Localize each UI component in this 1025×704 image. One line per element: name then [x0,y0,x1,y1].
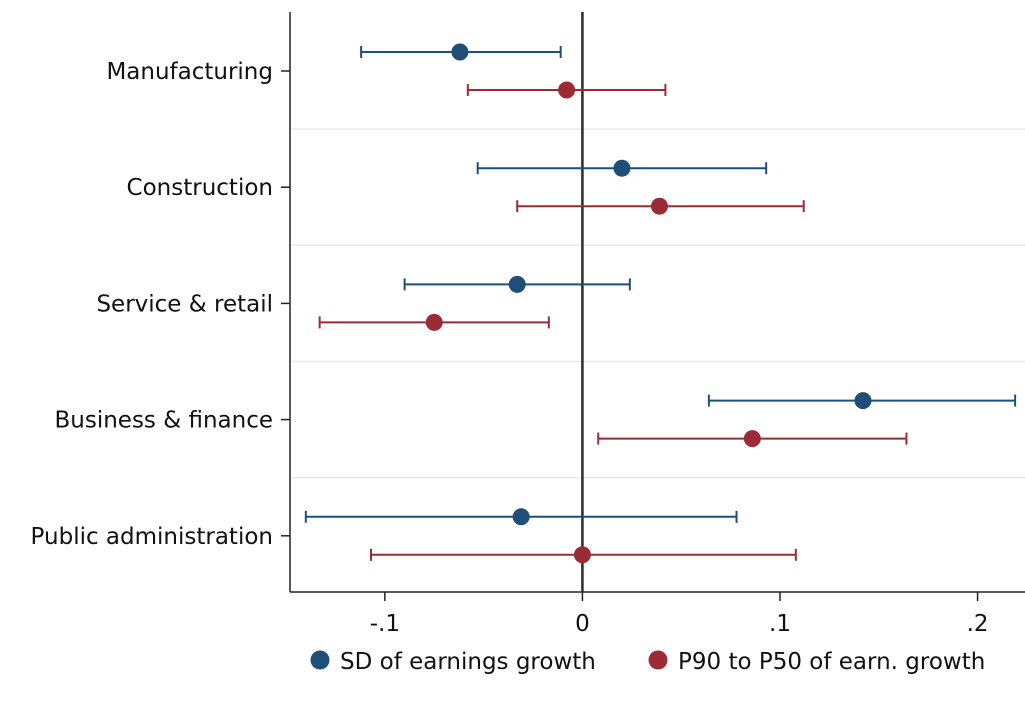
error-bars [304,43,1017,564]
legend: SD of earnings growth P90 to P50 of earn.… [310,649,985,675]
legend-label: P90 to P50 of earn. growth [678,649,985,675]
category-label: Public administration [31,524,273,550]
point-estimate [854,392,872,410]
x-tick-label: -.1 [370,611,400,637]
x-tick-label: 0 [575,611,590,637]
category-label: Manufacturing [106,59,273,85]
grid-lines [290,128,1025,479]
category-label: Service & retail [96,291,273,317]
category-labels: Manufacturing Construction Service & retai… [31,59,273,550]
category-label: Business & finance [54,408,273,434]
axes [281,12,1025,601]
legend-marker [648,650,668,670]
legend-label: SD of earnings growth [340,649,596,675]
legend-marker [310,650,330,670]
point-estimate [512,508,530,526]
point-estimate [558,81,576,99]
x-tick-labels: -.1 0 .1 .2 [370,611,989,637]
point-estimate [743,430,761,448]
point-estimate [573,546,591,564]
point-estimate [451,43,469,61]
category-label: Construction [127,175,273,201]
point-estimate [508,275,526,293]
point-estimate [613,159,631,177]
x-tick-label: .2 [967,611,989,637]
x-tick-label: .1 [769,611,791,637]
point-estimate [650,197,668,215]
point-estimate [425,313,443,331]
